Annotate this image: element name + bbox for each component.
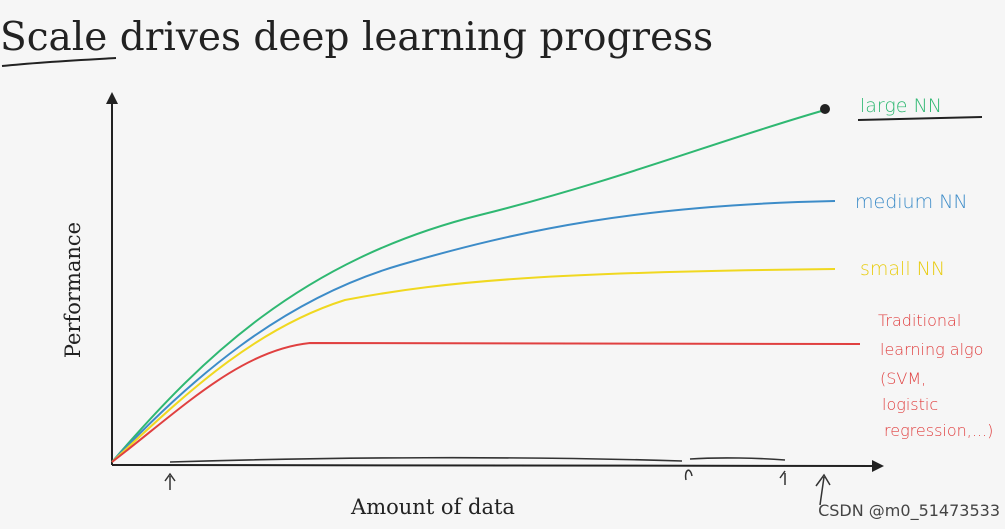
traditional-label: (SVM,	[880, 369, 926, 388]
small-nn-curve	[111, 268, 836, 463]
medium-nn-curve	[111, 200, 836, 463]
small-nn-label: small NN	[860, 258, 945, 280]
title: Scale drives deep learning progress	[0, 15, 713, 60]
y-axis-label: Performance	[61, 222, 85, 358]
x-axis	[111, 464, 877, 467]
traditional-label: regression,...)	[884, 421, 993, 440]
y-arrow	[106, 92, 118, 104]
traditional-label: Traditional	[878, 311, 961, 330]
traditional-label: learning algo	[880, 340, 983, 359]
end-dot	[820, 104, 830, 114]
title-underline	[1, 57, 117, 67]
large-nn-curve	[111, 109, 826, 463]
large-nn-label: large NN	[860, 95, 942, 117]
traditional-curve	[111, 341, 861, 463]
medium-nn-label: medium NN	[855, 191, 968, 213]
x-arrow	[872, 460, 884, 472]
data-range-stroke	[169, 456, 786, 463]
watermark: CSDN @m0_51473533	[818, 501, 1000, 521]
x-axis-label: Amount of data	[350, 495, 515, 519]
label-underline	[857, 116, 983, 121]
hand-arrows	[164, 469, 831, 506]
traditional-label: logistic	[882, 395, 938, 414]
